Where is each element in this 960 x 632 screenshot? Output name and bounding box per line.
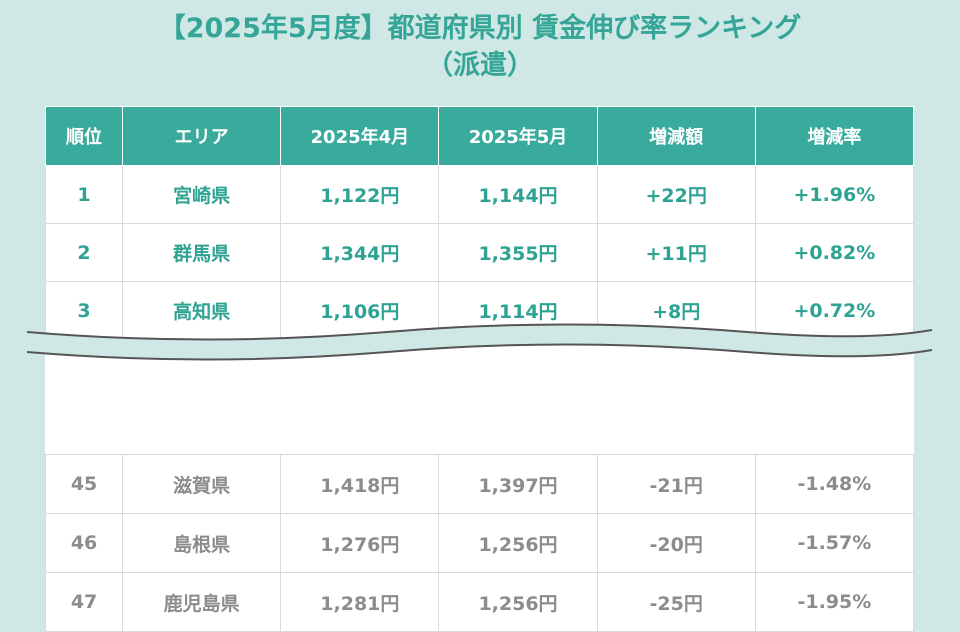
title-line-2: （派遣）: [426, 50, 534, 81]
change-rate-cell: -1.48%: [754, 454, 915, 514]
may-cell: 1,256円: [438, 513, 598, 573]
table-row: 47 鹿児島県 1,281円 1,256円 -25円 -1.95%: [44, 572, 915, 632]
wavy-line-top: [27, 323, 932, 341]
table-row: 1 宮崎県 1,122円 1,144円 +22円 +1.96%: [44, 165, 915, 224]
header-row: 順位 エリア 2025年4月 2025年5月 増減額 増減率: [44, 106, 915, 166]
header-april: 2025年4月: [280, 106, 440, 166]
rank-cell: 45: [44, 454, 124, 514]
change-amount-cell: -21円: [596, 454, 756, 514]
may-cell: 1,397円: [438, 454, 598, 514]
change-rate-cell: -1.95%: [754, 572, 915, 632]
april-cell: 1,281円: [280, 572, 440, 632]
wavy-line-bottom: [27, 343, 932, 361]
change-amount-cell: +22円: [596, 165, 756, 224]
title-line-1: 【2025年5月度】都道府県別 賃金伸び率ランキング: [158, 13, 802, 44]
april-cell: 1,276円: [280, 513, 440, 573]
page-title: 【2025年5月度】都道府県別 賃金伸び率ランキング （派遣）: [0, 10, 960, 84]
area-cell: 群馬県: [122, 223, 282, 282]
header-change-amount: 増減額: [596, 106, 756, 166]
area-cell: 滋賀県: [122, 454, 282, 514]
may-cell: 1,256円: [438, 572, 598, 632]
area-cell: 鹿児島県: [122, 572, 282, 632]
change-rate-cell: -1.57%: [754, 513, 915, 573]
may-cell: 1,355円: [438, 223, 598, 282]
change-amount-cell: +11円: [596, 223, 756, 282]
header-may: 2025年5月: [438, 106, 598, 166]
may-cell: 1,144円: [438, 165, 598, 224]
change-amount-cell: -20円: [596, 513, 756, 573]
header-change-rate: 増減率: [754, 106, 915, 166]
ranking-table-bottom: 45 滋賀県 1,418円 1,397円 -21円 -1.48% 46 島根県 …: [44, 454, 915, 632]
ranking-table-top: 順位 エリア 2025年4月 2025年5月 増減額 増減率 1 宮崎県 1,1…: [44, 106, 915, 340]
rank-cell: 1: [44, 165, 124, 224]
change-rate-cell: +0.82%: [754, 223, 915, 282]
wavy-break-lines: [27, 323, 932, 361]
change-rate-cell: +0.72%: [754, 281, 915, 340]
ranking-table: 順位 エリア 2025年4月 2025年5月 増減額 増減率 1 宮崎県 1,1…: [27, 106, 932, 632]
april-cell: 1,344円: [280, 223, 440, 282]
rank-cell: 46: [44, 513, 124, 573]
area-cell: 宮崎県: [122, 165, 282, 224]
april-cell: 1,418円: [280, 454, 440, 514]
rank-cell: 3: [44, 281, 124, 340]
header-rank: 順位: [44, 106, 124, 166]
area-cell: 島根県: [122, 513, 282, 573]
change-amount-cell: -25円: [596, 572, 756, 632]
rank-cell: 2: [44, 223, 124, 282]
table-row: 2 群馬県 1,344円 1,355円 +11円 +0.82%: [44, 223, 915, 282]
change-rate-cell: +1.96%: [754, 165, 915, 224]
area-cell: 高知県: [122, 281, 282, 340]
rank-cell: 47: [44, 572, 124, 632]
april-cell: 1,122円: [280, 165, 440, 224]
table-row: 45 滋賀県 1,418円 1,397円 -21円 -1.48%: [44, 454, 915, 514]
header-area: エリア: [122, 106, 282, 166]
wavy-band: [27, 324, 932, 360]
table-row: 46 島根県 1,276円 1,256円 -20円 -1.57%: [44, 513, 915, 573]
